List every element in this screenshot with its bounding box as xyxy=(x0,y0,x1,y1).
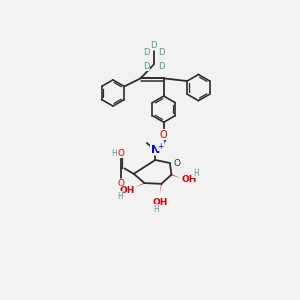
Polygon shape xyxy=(160,184,162,194)
Text: H: H xyxy=(112,148,117,158)
Text: O: O xyxy=(174,158,181,167)
Polygon shape xyxy=(134,183,145,188)
Text: H: H xyxy=(193,169,199,178)
Text: D: D xyxy=(143,61,149,70)
Text: O: O xyxy=(117,179,124,188)
Text: H: H xyxy=(117,192,123,201)
Text: OH: OH xyxy=(152,198,168,207)
Text: N: N xyxy=(151,145,160,155)
Text: D: D xyxy=(158,61,165,70)
Text: OH: OH xyxy=(182,175,197,184)
Text: D: D xyxy=(143,48,149,57)
Text: O: O xyxy=(117,148,124,158)
Text: OH: OH xyxy=(120,186,135,195)
Text: H: H xyxy=(153,205,159,214)
Text: O: O xyxy=(160,130,168,140)
Text: D: D xyxy=(158,48,165,57)
Text: D: D xyxy=(151,41,157,50)
Polygon shape xyxy=(171,174,182,178)
Text: +: + xyxy=(158,142,164,151)
